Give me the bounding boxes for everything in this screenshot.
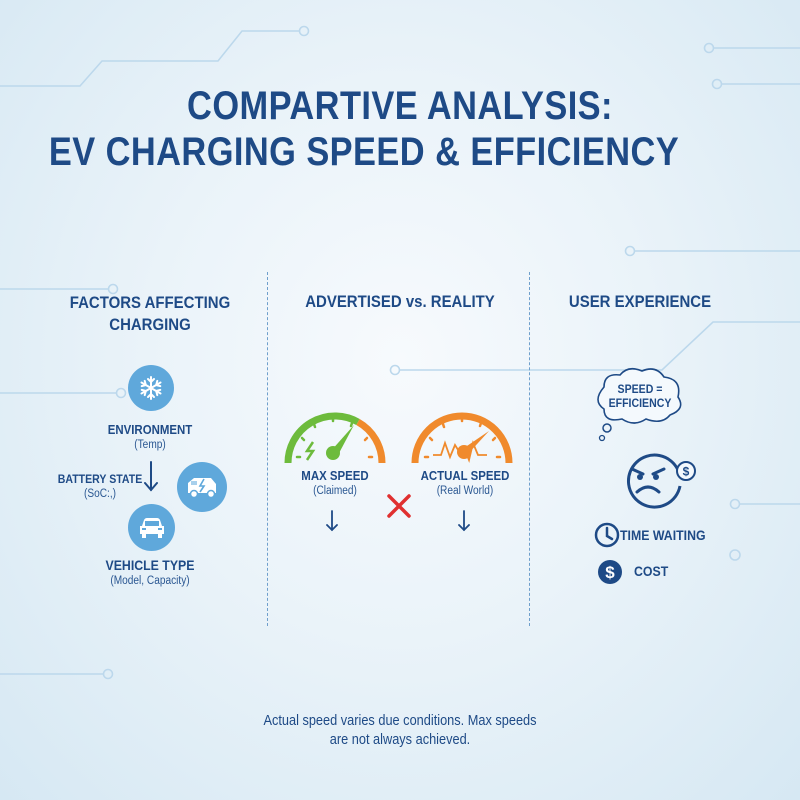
- thought-bubble-icon: [597, 367, 682, 442]
- advertised-heading: ADVERTISED vs. REALITY: [305, 292, 495, 311]
- snowflake-icon: [128, 365, 174, 411]
- user-experience-heading: USER EXPERIENCE: [568, 292, 712, 311]
- thought-bubble-line1: SPEED =: [617, 382, 663, 396]
- max-speed-label: MAX SPEED: [301, 468, 369, 483]
- footer-line1: Actual speed varies due conditions. Max …: [263, 713, 537, 729]
- clock-icon: [593, 521, 621, 549]
- column-divider-right: [529, 272, 530, 626]
- cost-label: COST: [634, 563, 669, 579]
- page-title-line2: EV CHARGING SPEED & EFFICIENCY: [48, 130, 680, 174]
- svg-text:$: $: [605, 563, 615, 582]
- down-arrow-icon: [144, 461, 158, 497]
- down-arrow-icon: [326, 510, 338, 537]
- footer-line2: are not always achieved.: [329, 732, 471, 748]
- max-speed-sub: (Claimed): [313, 485, 357, 497]
- factors-heading: FACTORS AFFECTING CHARGING: [58, 292, 243, 336]
- factors-heading-line2: CHARGING: [109, 315, 191, 334]
- battery-state-sub: (SoC:,): [83, 488, 117, 500]
- battery-state-label: BATTERY STATE: [57, 472, 143, 486]
- speedometer-green-icon: [284, 412, 386, 464]
- vehicle-type-sub: (Model, Capacity): [110, 575, 190, 587]
- environment-sub: (Temp): [134, 439, 166, 451]
- actual-speed-sub: (Real World): [436, 485, 494, 497]
- environment-label: ENVIRONMENT: [107, 422, 193, 437]
- svg-text:$: $: [683, 465, 690, 479]
- vehicle-type-label: VEHICLE TYPE: [105, 557, 195, 573]
- red-x-icon: [387, 494, 411, 518]
- angry-face-icon: $: [626, 453, 696, 509]
- time-waiting-label: TIME WAITING: [620, 527, 706, 543]
- actual-speed-label: ACTUAL SPEED: [420, 468, 510, 483]
- footer-note: Actual speed varies due conditions. Max …: [224, 712, 576, 750]
- down-arrow-icon: [458, 510, 470, 537]
- page-title-line1: COMPARTIVE ANALYSIS:: [187, 84, 613, 128]
- dollar-icon: $: [598, 560, 622, 584]
- damaged-ev-icon: [177, 462, 227, 512]
- factors-heading-line1: FACTORS AFFECTING: [69, 293, 231, 312]
- thought-bubble-line2: EFFICIENCY: [608, 396, 672, 410]
- speedometer-orange-icon: [411, 412, 513, 464]
- car-icon: [128, 504, 175, 551]
- column-divider-left: [267, 272, 268, 626]
